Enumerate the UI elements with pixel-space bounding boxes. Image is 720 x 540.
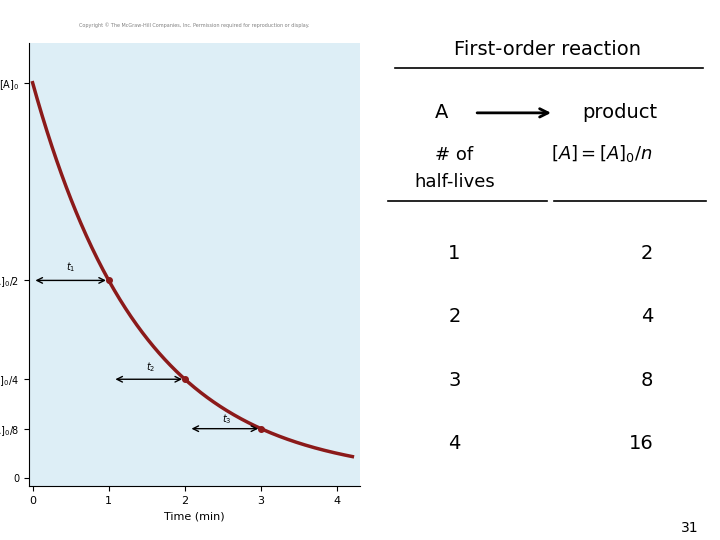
Text: 2: 2: [641, 244, 653, 264]
Text: $[A] = [A]_0/n$: $[A] = [A]_0/n$: [552, 143, 653, 164]
Text: 16: 16: [629, 434, 653, 453]
Text: 1: 1: [449, 244, 461, 264]
Text: 31: 31: [681, 521, 698, 535]
Text: $t_1$: $t_1$: [66, 261, 76, 274]
Text: 8: 8: [641, 370, 653, 390]
Text: # of: # of: [436, 146, 474, 164]
Text: A: A: [435, 103, 448, 123]
Text: 4: 4: [641, 307, 653, 327]
Text: 3: 3: [449, 370, 461, 390]
Text: $t_3$: $t_3$: [222, 411, 232, 426]
Text: First-order reaction: First-order reaction: [454, 40, 641, 59]
Text: 4: 4: [449, 434, 461, 453]
Text: Copyright © The McGraw-Hill Companies, Inc. Permission required for reproduction: Copyright © The McGraw-Hill Companies, I…: [79, 23, 310, 28]
Text: $t_2$: $t_2$: [146, 360, 156, 374]
Text: half-lives: half-lives: [414, 173, 495, 191]
Text: 2: 2: [449, 307, 461, 327]
X-axis label: Time (min): Time (min): [164, 511, 225, 521]
Text: product: product: [582, 103, 657, 123]
